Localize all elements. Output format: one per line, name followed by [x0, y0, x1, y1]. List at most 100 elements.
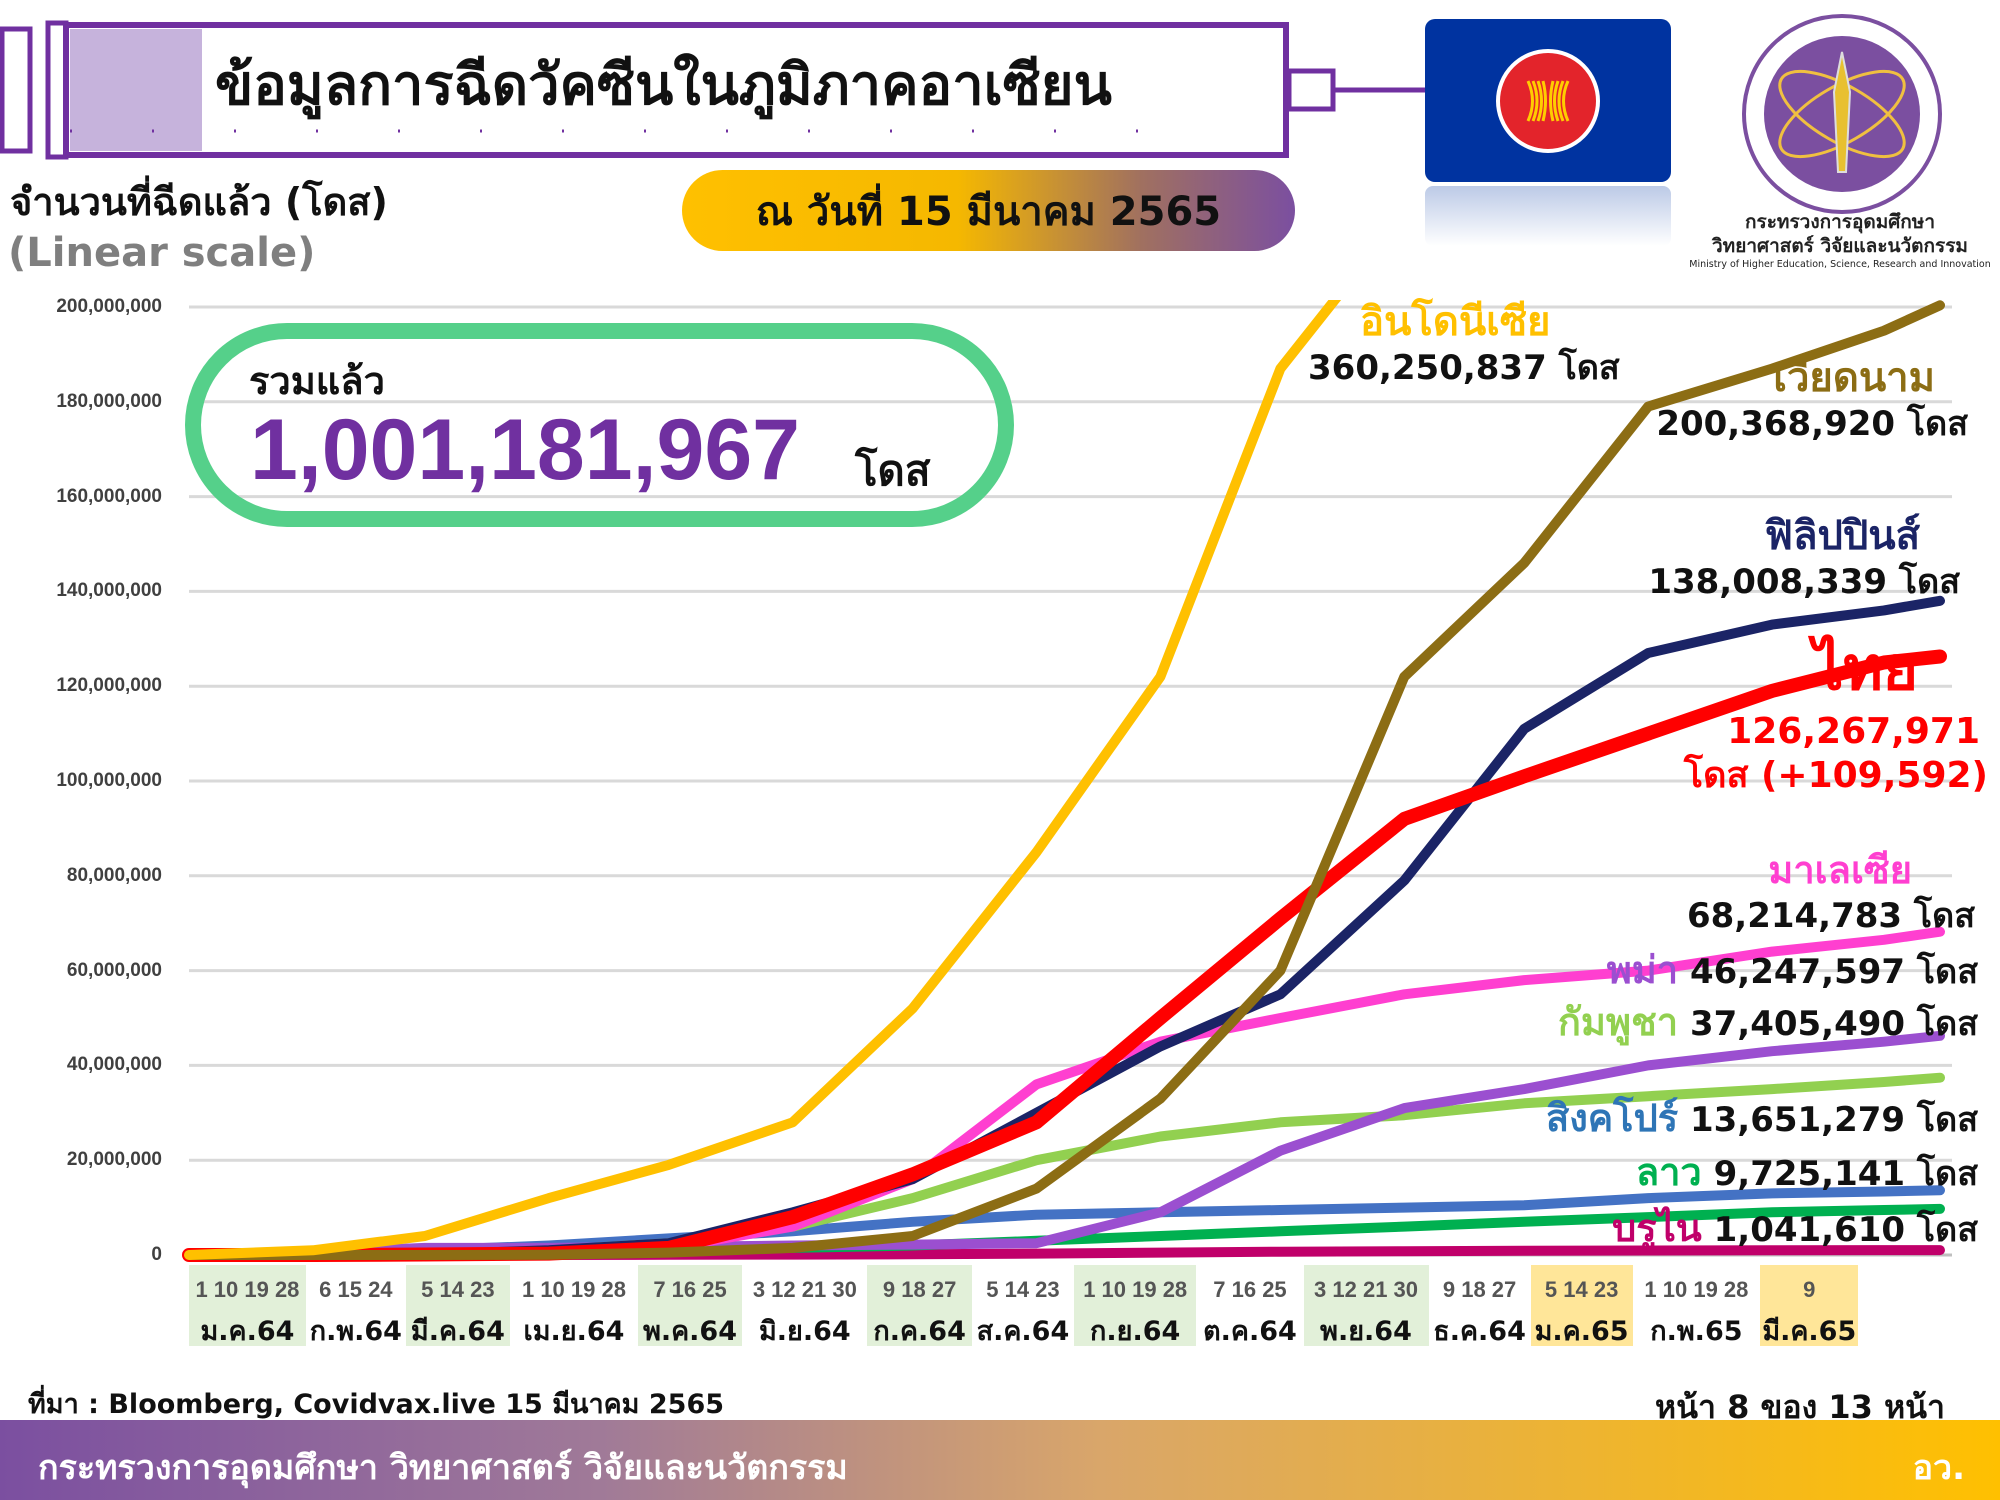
label-laos-name: ลาว: [1635, 1150, 1702, 1194]
label-singapore: สิงคโปร์ 13,651,279 โดส: [1546, 1096, 1978, 1140]
date-text: ณ วันที่ 15 มีนาคม 2565: [755, 188, 1222, 235]
syringe-title-frame: [0, 20, 1430, 160]
label-myanmar-value: 46,247,597 โดส: [1689, 952, 1978, 992]
label-brunei-value: 1,041,610 โดส: [1713, 1210, 1978, 1250]
x-month-group: 1 10 19 28 เม.ย.64: [510, 1265, 638, 1347]
x-month-group: 9 18 27 ก.ค.64: [867, 1265, 972, 1347]
x-month-label: ก.พ.65: [1650, 1316, 1743, 1347]
total-unit: โดส: [855, 446, 931, 495]
y-tick-label: 140,000,000: [56, 580, 162, 602]
x-day-ticks: 9 18 27: [882, 1277, 957, 1302]
x-month-group: 1 10 19 28 ม.ค.64: [188, 1265, 307, 1347]
ministry-logo-text: กระทรวงการอุดมศึกษา วิทยาศาสตร์ วิจัยและ…: [1680, 210, 2000, 272]
x-month-group: 7 16 25 ต.ค.64: [1196, 1265, 1303, 1347]
x-month-label: ม.ค.65: [1534, 1316, 1629, 1347]
label-thailand-increment: โดส (+109,592): [1683, 755, 1988, 796]
ministry-logo: [1742, 14, 1942, 214]
x-day-ticks: 3 12 21 30: [752, 1277, 857, 1302]
label-cambodia-value: 37,405,490 โดส: [1689, 1004, 1978, 1044]
x-month-label: มี.ค.65: [1762, 1316, 1857, 1347]
x-month-label: ม.ค.64: [200, 1316, 295, 1347]
label-philippines-value: 138,008,339 โดส: [1648, 562, 1960, 602]
x-day-ticks: 1 10 19 28: [1083, 1277, 1188, 1302]
source-note: ที่มา : Bloomberg, Covidvax.live 15 มีนา…: [28, 1389, 725, 1420]
total-label: รวมแล้ว: [249, 359, 385, 403]
label-malaysia-name: มาเลเซีย: [1768, 848, 1912, 892]
label-brunei: บรูไน 1,041,610 โดส: [1612, 1206, 1978, 1250]
x-day-ticks: 9 18 27: [1442, 1277, 1517, 1302]
x-day-ticks: 3 12 21 30: [1314, 1277, 1419, 1302]
x-month-group: 5 14 23 ม.ค.65: [1530, 1265, 1633, 1347]
y-tick-label: 100,000,000: [56, 770, 162, 791]
y-tick-label: 80,000,000: [66, 864, 162, 886]
flag-reflection: [1425, 186, 1671, 246]
x-day-ticks: 7 16 25: [653, 1277, 727, 1302]
footer-ministry-name: กระทรวงการอุดมศึกษา วิทยาศาสตร์ วิจัยและ…: [38, 1448, 848, 1488]
label-singapore-value: 13,651,279 โดส: [1689, 1100, 1978, 1140]
logo-title-line2: วิทยาศาสตร์ วิจัยและนวัตกรรม: [1712, 235, 1968, 257]
y-tick-label: 20,000,000: [66, 1149, 162, 1171]
x-month-label: มี.ค.64: [410, 1316, 505, 1347]
x-month-group: 3 12 21 30 พ.ย.64: [1303, 1265, 1429, 1347]
label-indonesia-name: อินโดนีเซีย: [1360, 299, 1551, 345]
x-day-ticks: 1 10 19 28: [1644, 1277, 1749, 1302]
y-tick-label: 0: [151, 1244, 162, 1265]
label-myanmar: พม่า 46,247,597 โดส: [1606, 948, 1978, 992]
x-month-label: ก.พ.64: [309, 1316, 402, 1347]
label-cambodia-name: กัมพูชา: [1557, 1000, 1679, 1044]
y-axis-title: จำนวนที่ฉีดแล้ว (โดส): [10, 180, 388, 224]
x-month-group: 1 10 19 28 ก.พ.65: [1633, 1265, 1761, 1347]
series-line-0: [184, 300, 1342, 1260]
logo-title-line1: กระทรวงการอุดมศึกษา: [1745, 211, 1935, 233]
label-myanmar-name: พม่า: [1606, 948, 1679, 992]
x-month-group: 1 10 19 28 ก.ย.64: [1073, 1265, 1197, 1347]
x-month-group: 5 14 23 มี.ค.64: [405, 1265, 511, 1347]
page-title: ข้อมูลการฉีดวัคซีนในภูมิภาคอาเซียน: [215, 53, 1112, 118]
label-thailand-name: ไทย: [1813, 634, 1918, 704]
total-value: 1,001,181,967: [250, 402, 800, 498]
y-tick-label: 60,000,000: [66, 959, 162, 981]
x-month-label: พ.ย.64: [1320, 1316, 1412, 1347]
label-malaysia-value: 68,214,783 โดส: [1686, 896, 1975, 936]
label-philippines-name: ฟิลิปปินส์: [1764, 513, 1920, 559]
label-brunei-name: บรูไน: [1612, 1206, 1702, 1250]
y-tick-label: 180,000,000: [56, 390, 162, 412]
y-axis-scale-note: (Linear scale): [8, 230, 316, 276]
x-day-ticks: 5 14 23: [986, 1277, 1060, 1302]
label-indonesia-value: 360,250,837 โดส: [1308, 348, 1620, 388]
x-month-group: 6 15 24 ก.พ.64: [306, 1265, 405, 1347]
x-day-ticks: 5 14 23: [421, 1277, 495, 1302]
x-month-label: ส.ค.64: [976, 1316, 1070, 1347]
y-tick-label: 200,000,000: [56, 296, 162, 317]
logo-title-english: Ministry of Higher Education, Science, R…: [1689, 259, 1991, 270]
footer-band: [0, 1420, 2000, 1500]
label-laos: ลาว 9,725,141 โดส: [1635, 1150, 1978, 1194]
x-month-label: ต.ค.64: [1203, 1316, 1297, 1347]
x-month-group: 5 14 23 ส.ค.64: [972, 1265, 1074, 1347]
x-month-group: 3 12 21 30 มิ.ย.64: [742, 1265, 867, 1347]
x-day-ticks: 5 14 23: [1544, 1277, 1619, 1302]
x-day-ticks: 7 16 25: [1213, 1277, 1287, 1302]
series-line-1: [184, 300, 1945, 1260]
x-month-label: พ.ค.64: [643, 1316, 738, 1347]
x-month-label: ธ.ค.64: [1433, 1316, 1526, 1347]
x-month-group: 9 18 27 ธ.ค.64: [1429, 1265, 1531, 1347]
label-cambodia: กัมพูชา 37,405,490 โดส: [1557, 1000, 1978, 1044]
y-tick-label: 40,000,000: [66, 1054, 162, 1076]
x-day-ticks: 1 10 19 28: [195, 1277, 300, 1302]
x-day-ticks: 9: [1803, 1277, 1816, 1302]
asean-flag: [1425, 19, 1671, 182]
label-laos-value: 9,725,141 โดส: [1713, 1154, 1978, 1194]
x-month-label: มิ.ย.64: [758, 1316, 851, 1347]
label-singapore-name: สิงคโปร์: [1546, 1096, 1679, 1140]
x-day-ticks: 6 15 24: [319, 1277, 393, 1302]
y-tick-label: 120,000,000: [56, 675, 162, 697]
label-vietnam-value: 200,368,920 โดส: [1656, 404, 1968, 444]
label-vietnam-name: เวียดนาม: [1773, 355, 1935, 401]
x-month-label: เม.ย.64: [523, 1316, 625, 1347]
x-month-group: 7 16 25 พ.ค.64: [637, 1265, 743, 1347]
page-number: หน้า 8 ของ 13 หน้า: [1655, 1388, 1945, 1426]
footer-ministry-abbr: อว.: [1912, 1448, 1965, 1488]
date-badge: ณ วันที่ 15 มีนาคม 2565: [682, 170, 1295, 251]
